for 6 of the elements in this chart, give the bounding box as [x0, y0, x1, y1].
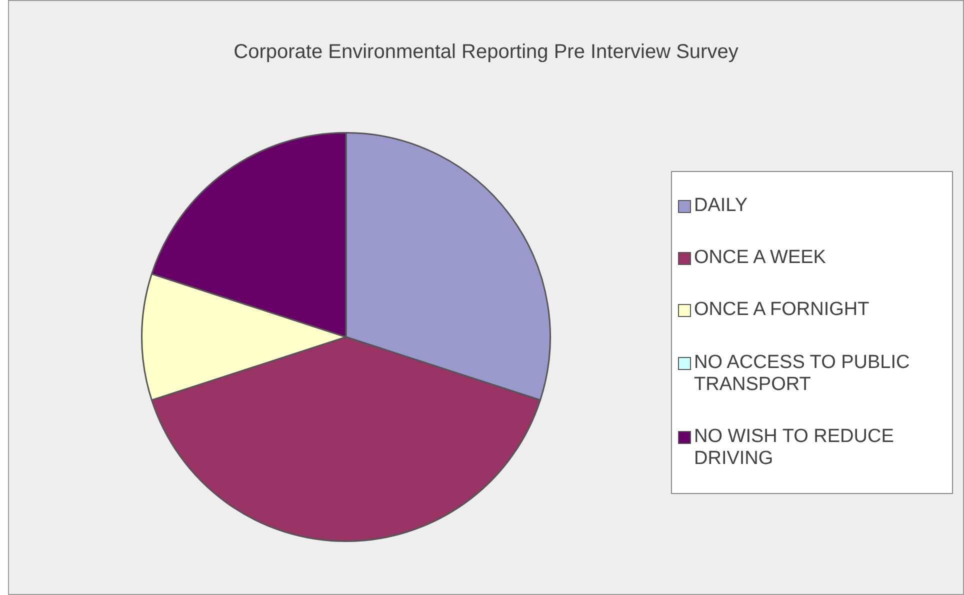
legend-label: NO ACCESS TO PUBLIC TRANSPORT: [694, 352, 911, 396]
chart-title: Corporate Environmental Reporting Pre Interview Survey: [232, 41, 740, 64]
legend-label: DAILY: [694, 195, 748, 218]
legend-label: ONCE A FORNIGHT: [694, 299, 870, 322]
legend-label: ONCE A WEEK: [694, 247, 826, 270]
legend-label: NO WISH TO REDUCE DRIVING: [694, 426, 895, 470]
